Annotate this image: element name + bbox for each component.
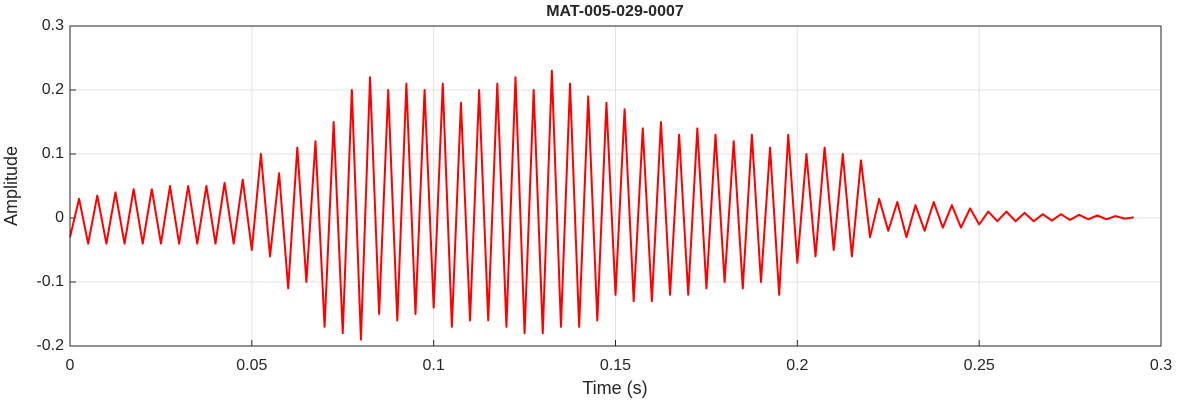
- axes-box: [69, 25, 1162, 347]
- x-tick-label: 0: [66, 357, 75, 374]
- x-tick-label: 0.05: [236, 357, 267, 374]
- y-tick-label: 0.2: [42, 81, 64, 98]
- chart-title: MAT-005-029-0007: [546, 3, 684, 20]
- y-tick-label: 0: [55, 209, 64, 226]
- y-tick-label: -0.2: [36, 337, 64, 354]
- x-axis-label: Time (s): [582, 378, 647, 398]
- x-tick-label: 0.3: [1150, 357, 1172, 374]
- x-tick-label: 0.2: [786, 357, 808, 374]
- y-axis-label: Amplitude: [1, 146, 21, 226]
- x-tick-label: 0.15: [600, 357, 631, 374]
- x-tick-label: 0.25: [964, 357, 995, 374]
- y-tick-label: 0.1: [42, 145, 64, 162]
- signal-line: [69, 69, 1134, 341]
- y-tick-label: 0.3: [42, 17, 64, 34]
- x-tick-label: 0.1: [423, 357, 445, 374]
- y-tick-label: -0.1: [36, 273, 64, 290]
